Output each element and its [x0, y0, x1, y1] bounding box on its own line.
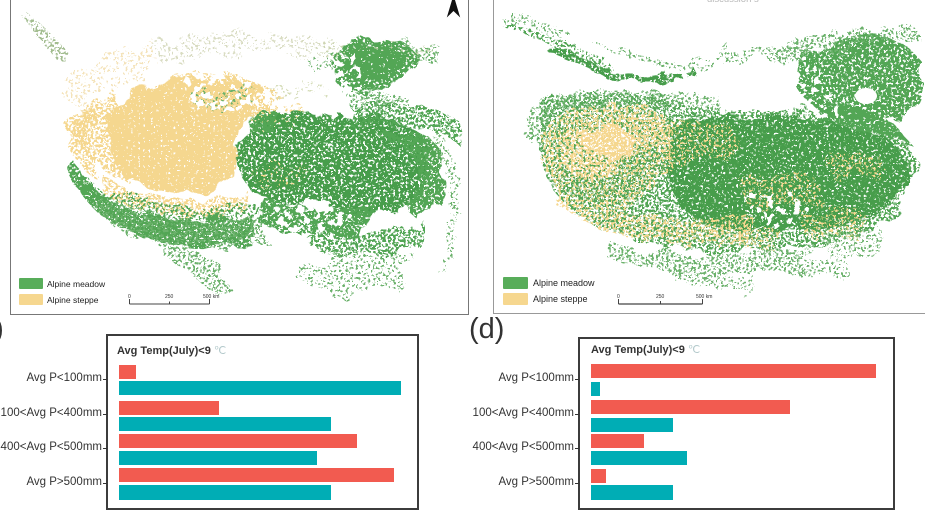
svg-text:500 km: 500 km	[696, 294, 712, 300]
svg-text:0: 0	[128, 294, 131, 300]
svg-text:500 km: 500 km	[203, 294, 219, 300]
svg-text:0: 0	[617, 294, 620, 300]
svg-text:250: 250	[656, 294, 665, 300]
svg-text:250: 250	[165, 294, 174, 300]
